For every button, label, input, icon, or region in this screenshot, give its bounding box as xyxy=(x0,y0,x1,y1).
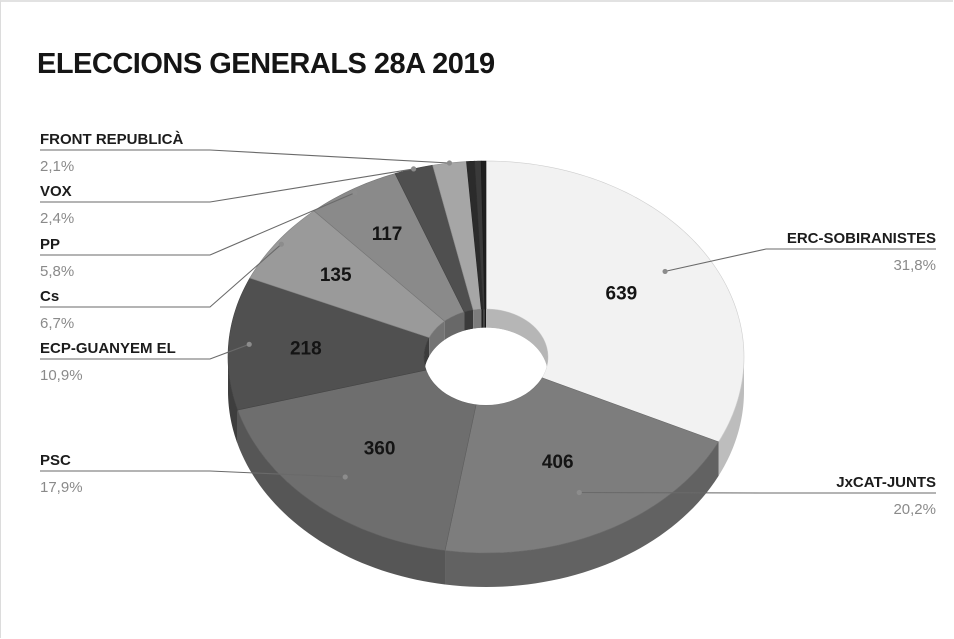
slice-percent-label: 20,2% xyxy=(893,501,936,518)
slice-percent-label: 31,8% xyxy=(893,257,936,274)
donut-sides xyxy=(228,357,744,587)
slice-side-0 xyxy=(718,357,744,476)
hole-wall-9-0 xyxy=(483,309,485,328)
slice-name-label: ERC-SOBIRANISTES xyxy=(787,230,936,247)
hole-wall-3-0 xyxy=(424,337,430,376)
leader-lines xyxy=(40,149,936,496)
hole-wall-10-0 xyxy=(484,309,486,328)
leader-dot xyxy=(576,489,582,496)
slice-labels: 639 406 360 218 135 117 ERC-SOBIRANISTES 31,8% J… xyxy=(40,131,936,518)
slice-name-label: Cs xyxy=(40,288,59,305)
slice-side-2 xyxy=(237,410,446,585)
value-label: 406 xyxy=(542,452,574,473)
leader-line xyxy=(40,470,346,478)
slice-name-label: VOX xyxy=(40,183,72,200)
slice-percent-label: 5,8% xyxy=(40,263,74,280)
value-label: 135 xyxy=(320,265,352,286)
hole-wall-0-1 xyxy=(486,309,548,376)
slice-name-label: FRONT REPUBLICÀ xyxy=(40,131,183,148)
leader-dot xyxy=(352,190,358,196)
leader-dot xyxy=(411,166,417,172)
value-label: 218 xyxy=(290,338,322,359)
slice-name-label: JxCAT-JUNTS xyxy=(836,474,936,491)
slice-percent-label: 2,4% xyxy=(40,210,74,227)
chart-title: ELECCIONS GENERALS 28A 2019 xyxy=(37,48,495,80)
hole-wall-7-0 xyxy=(473,309,482,329)
leader-line xyxy=(40,343,250,360)
hole-wall-8-0 xyxy=(481,309,484,328)
leader-dot xyxy=(662,268,668,275)
leader-dot xyxy=(278,241,284,247)
hole-wall-4-0 xyxy=(429,321,445,357)
slice-side-3 xyxy=(228,357,238,445)
hole-wall-5-0 xyxy=(444,312,465,340)
leader-dot xyxy=(246,341,252,347)
hole-wall-6-0 xyxy=(464,310,474,331)
donut-slices xyxy=(227,160,745,554)
slice-side-1 xyxy=(445,441,719,587)
slice-name-label: ECP-GUANYEM EL xyxy=(40,340,176,357)
slice-percent-label: 6,7% xyxy=(40,315,74,332)
leader-line xyxy=(579,491,936,494)
leader-line xyxy=(40,192,356,256)
slice-percent-label: 17,9% xyxy=(40,479,83,496)
leader-line xyxy=(664,248,936,272)
leader-dot xyxy=(446,160,453,166)
slice-percent-label: 10,9% xyxy=(40,367,83,384)
value-label: 360 xyxy=(364,439,396,460)
leader-line xyxy=(40,149,450,164)
leader-dot xyxy=(342,474,348,480)
value-label: 117 xyxy=(372,224,403,245)
slice-name-label: PP xyxy=(40,236,60,253)
leader-line xyxy=(40,243,282,308)
slice-name-label: PSC xyxy=(40,452,71,469)
slice-percent-label: 2,1% xyxy=(40,158,74,175)
value-label: 639 xyxy=(606,283,638,304)
leader-line xyxy=(40,168,414,203)
